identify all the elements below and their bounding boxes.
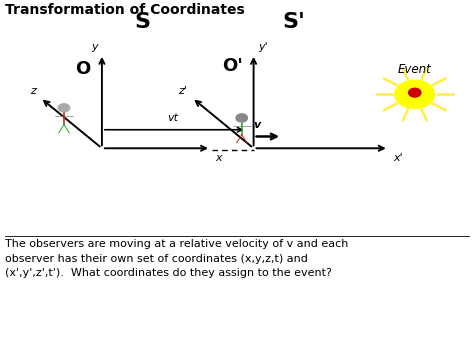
Circle shape <box>236 114 247 122</box>
Circle shape <box>409 88 421 97</box>
Text: The observers are moving at a relative velocity of v and each
observer has their: The observers are moving at a relative v… <box>5 239 348 278</box>
Text: y': y' <box>258 42 268 52</box>
Text: x: x <box>216 153 222 163</box>
Text: z': z' <box>178 86 187 96</box>
Text: z: z <box>30 86 36 96</box>
Circle shape <box>395 80 435 109</box>
Circle shape <box>58 104 70 112</box>
Text: S: S <box>134 12 150 32</box>
Text: S': S' <box>283 12 305 32</box>
Text: O: O <box>75 60 91 78</box>
Text: Event: Event <box>398 63 432 76</box>
Text: Transformation of Coordinates: Transformation of Coordinates <box>5 3 245 18</box>
Text: y: y <box>91 42 98 52</box>
Text: vt: vt <box>167 113 179 123</box>
Text: O': O' <box>222 57 243 75</box>
Text: x': x' <box>393 153 403 163</box>
Text: v: v <box>254 120 261 130</box>
